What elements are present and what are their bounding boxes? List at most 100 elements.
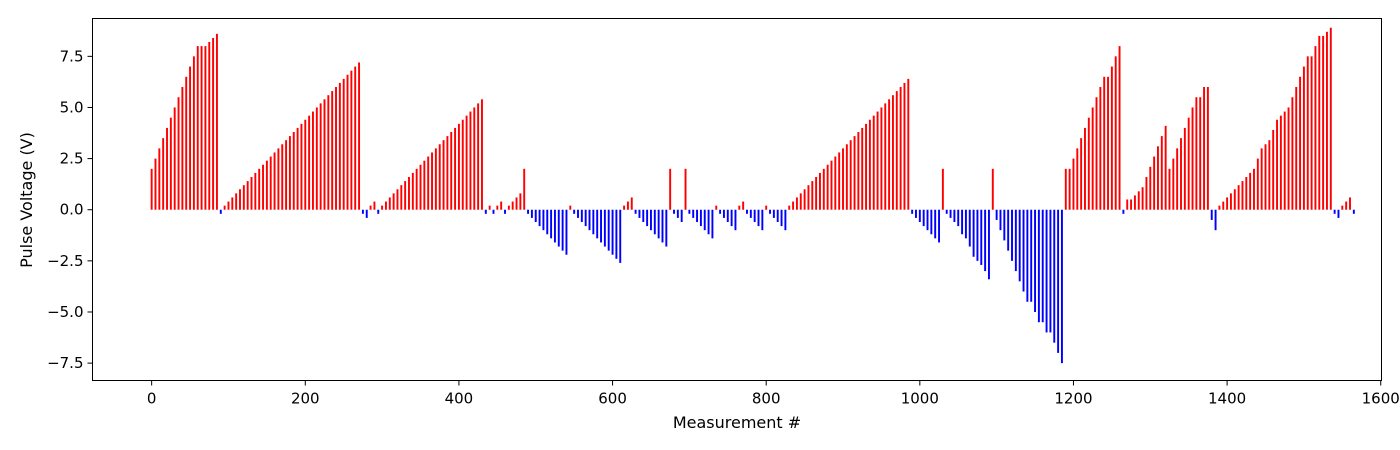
bar — [872, 115, 875, 210]
bar — [1018, 209, 1021, 282]
y-tick-label: 5.0 — [60, 98, 84, 116]
bar — [991, 168, 994, 210]
bar — [1037, 209, 1040, 323]
bar — [838, 152, 841, 210]
bar — [285, 140, 288, 210]
bars-group — [150, 27, 1355, 364]
bar — [1011, 209, 1013, 261]
bar — [634, 209, 637, 214]
bar — [177, 97, 180, 210]
bar — [692, 209, 695, 218]
bar — [615, 209, 618, 259]
bar — [477, 103, 480, 210]
bar — [699, 209, 702, 227]
bar — [980, 209, 983, 265]
bar — [292, 132, 295, 210]
bar — [880, 107, 883, 210]
bar — [239, 189, 241, 210]
bar — [964, 209, 967, 239]
bar — [262, 164, 264, 210]
bar — [588, 209, 591, 231]
bar — [419, 164, 422, 210]
bar — [891, 95, 894, 210]
bar — [911, 209, 914, 214]
bar — [749, 209, 752, 218]
bar — [400, 185, 403, 210]
bar — [1014, 209, 1017, 272]
bar — [1153, 156, 1156, 210]
bar — [358, 62, 361, 210]
bar — [534, 209, 537, 222]
bar — [481, 99, 483, 210]
bar — [1183, 127, 1186, 210]
bar — [557, 209, 560, 247]
bar — [1130, 199, 1133, 210]
bar — [845, 144, 848, 210]
bar — [1279, 115, 1282, 210]
bar — [623, 205, 626, 210]
bar — [922, 209, 925, 227]
bar — [888, 99, 891, 210]
bar — [611, 209, 614, 255]
bar — [907, 78, 910, 210]
bar — [454, 127, 457, 210]
bar — [584, 209, 587, 227]
bar — [1034, 209, 1037, 312]
bar — [822, 168, 825, 210]
bar — [938, 209, 940, 243]
bar — [411, 172, 414, 210]
bar — [834, 156, 837, 210]
bar — [1118, 46, 1121, 210]
bar — [1241, 181, 1244, 210]
bar — [527, 209, 530, 214]
bar — [265, 160, 268, 210]
bar — [431, 152, 433, 210]
bar — [450, 132, 453, 210]
bar — [1053, 209, 1056, 343]
x-tick-label: 1400 — [1208, 390, 1246, 408]
bar — [377, 209, 380, 214]
bar — [918, 209, 921, 222]
bar — [500, 201, 503, 210]
bar — [1218, 205, 1221, 210]
bar — [1110, 66, 1113, 210]
bar — [868, 119, 871, 210]
bar — [327, 95, 330, 210]
bar — [715, 205, 718, 210]
bar — [580, 209, 583, 222]
bar — [158, 148, 161, 210]
bar — [438, 144, 441, 210]
bar — [930, 209, 933, 235]
bar — [999, 209, 1002, 231]
bar — [826, 164, 829, 210]
bar — [895, 91, 898, 210]
bar — [738, 205, 741, 210]
bar — [250, 177, 253, 210]
bar — [899, 87, 902, 210]
x-tick-label: 1000 — [901, 390, 939, 408]
bar — [1133, 195, 1136, 210]
bar — [154, 158, 157, 210]
bar — [254, 172, 257, 210]
bar — [722, 209, 725, 218]
bar — [876, 111, 879, 210]
bar — [215, 33, 218, 210]
bar — [1314, 46, 1317, 210]
bar — [1087, 117, 1090, 210]
bar — [676, 209, 679, 218]
bar — [1091, 107, 1094, 210]
bar — [277, 148, 280, 210]
bar — [1199, 97, 1202, 210]
bar — [765, 205, 768, 210]
bar — [1172, 158, 1175, 210]
x-axis-label: Measurement # — [673, 413, 801, 432]
bar — [857, 132, 860, 210]
bar — [204, 46, 207, 210]
bar — [365, 209, 368, 218]
bar — [361, 209, 364, 214]
bar — [792, 201, 795, 210]
bar — [1206, 87, 1209, 210]
bar — [181, 87, 184, 210]
bar — [288, 136, 291, 210]
bar — [246, 181, 249, 210]
